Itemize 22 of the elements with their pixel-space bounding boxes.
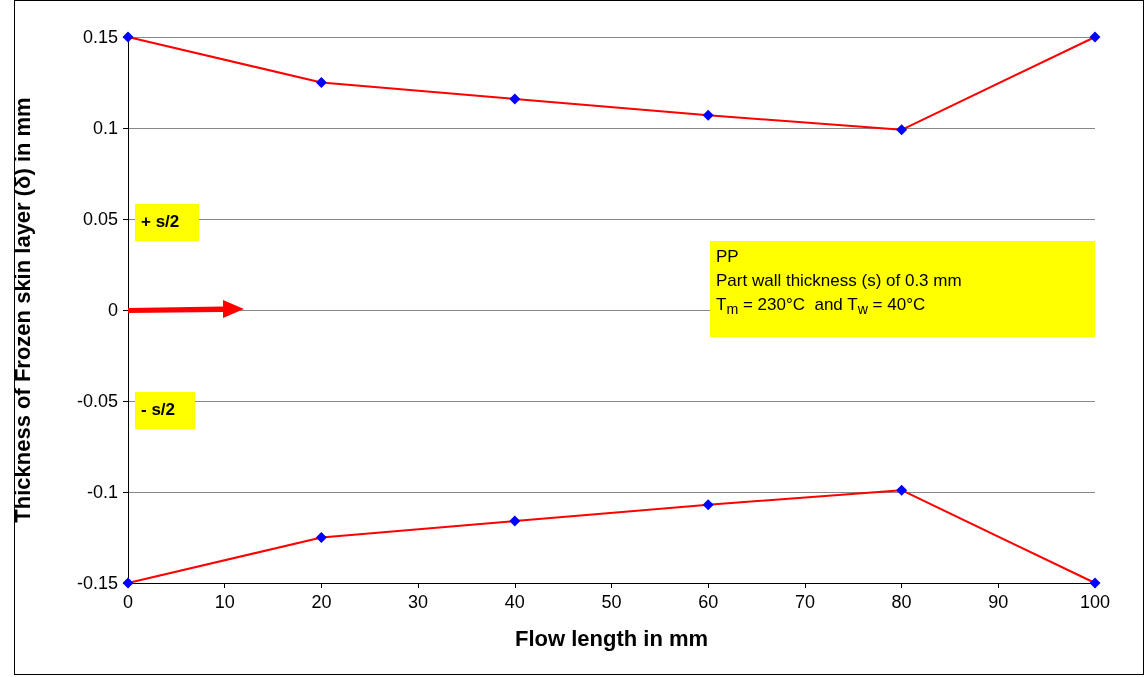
note-box: PP Part wall thickness (s) of 0.3 mm T$_{m}$ = 230°C and T$_{w}$ = 40°C: [710, 241, 1095, 337]
x-tick-label: 100: [1079, 592, 1111, 612]
y-tick-label: 0.05: [82, 209, 118, 229]
x-tick-label: 10: [214, 592, 235, 612]
x-tick-label: 60: [698, 592, 719, 612]
note-box: - s/2: [135, 392, 195, 429]
x-tick-label: 40: [504, 592, 525, 612]
y-tick-label: 0.15: [82, 27, 118, 47]
y-tick-label: -0.05: [76, 391, 118, 411]
x-tick-label: 70: [794, 592, 815, 612]
x-tick-label: 50: [601, 592, 622, 612]
y-tick-label: 0.1: [92, 118, 118, 138]
note-box: + s/2: [135, 204, 199, 241]
y-tick-label: 0: [107, 300, 118, 320]
x-tick-label: 80: [891, 592, 912, 612]
y-tick-label: -0.1: [86, 482, 118, 502]
y-tick-label: -0.15: [76, 573, 118, 593]
x-axis-title: Flow length in mm: [514, 625, 709, 651]
x-tick-label: 30: [408, 592, 429, 612]
x-tick-label: 20: [311, 592, 332, 612]
x-tick-label: 0: [122, 592, 134, 612]
x-tick-label: 90: [988, 592, 1009, 612]
